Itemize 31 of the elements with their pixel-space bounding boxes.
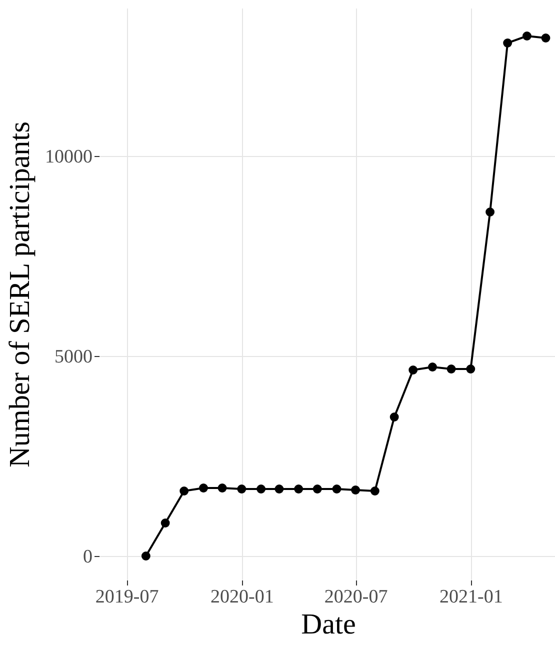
point	[294, 484, 304, 494]
point	[274, 484, 284, 494]
y-axis-title: Number of SERL participants	[4, 121, 36, 468]
point	[390, 412, 399, 422]
y-tick-label: 10000	[45, 146, 92, 168]
point	[503, 38, 512, 48]
y-tick-label: 0	[83, 546, 92, 568]
point	[446, 364, 456, 374]
point	[370, 486, 380, 496]
point	[522, 32, 532, 40]
point	[237, 484, 246, 494]
point	[428, 362, 437, 372]
point	[218, 484, 227, 492]
x-axis-title: Date	[301, 608, 356, 640]
point	[199, 484, 208, 492]
y-tick-label: 5000	[54, 346, 92, 368]
point	[141, 552, 150, 560]
point	[351, 486, 360, 494]
point	[408, 366, 418, 374]
point	[180, 486, 189, 496]
point	[541, 34, 550, 42]
point	[486, 208, 495, 216]
point	[256, 484, 266, 494]
x-tick-label: 2019-07	[95, 586, 159, 608]
x-tick-label: 2021-01	[439, 586, 503, 608]
point	[466, 364, 476, 374]
x-tick-label: 2020-01	[210, 586, 274, 608]
x-tick-label: 2020-07	[324, 586, 388, 608]
point	[332, 484, 342, 494]
point	[312, 484, 322, 494]
point	[160, 518, 170, 528]
